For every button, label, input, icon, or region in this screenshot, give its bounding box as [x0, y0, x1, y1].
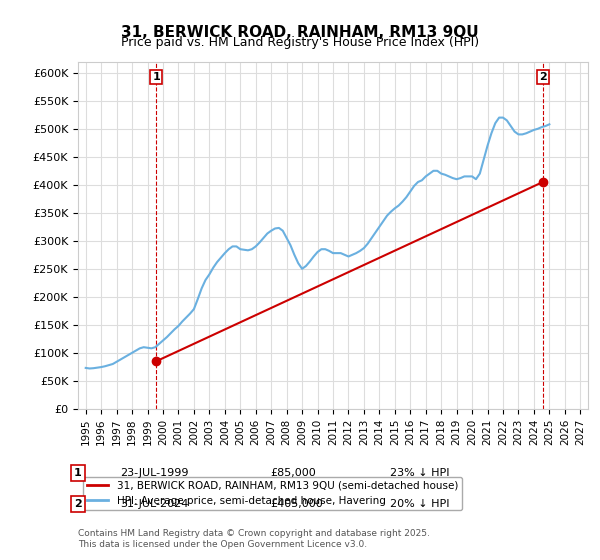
Text: 2: 2	[539, 72, 547, 82]
Text: Contains HM Land Registry data © Crown copyright and database right 2025.
This d: Contains HM Land Registry data © Crown c…	[78, 529, 430, 549]
Text: 23-JUL-1999: 23-JUL-1999	[120, 468, 188, 478]
Text: 1: 1	[152, 72, 160, 82]
Text: 2: 2	[74, 499, 82, 509]
Text: 20% ↓ HPI: 20% ↓ HPI	[390, 499, 449, 509]
Text: Price paid vs. HM Land Registry's House Price Index (HPI): Price paid vs. HM Land Registry's House …	[121, 36, 479, 49]
Text: 31-JUL-2024: 31-JUL-2024	[120, 499, 188, 509]
Text: £405,000: £405,000	[270, 499, 323, 509]
Text: 23% ↓ HPI: 23% ↓ HPI	[390, 468, 449, 478]
Legend: 31, BERWICK ROAD, RAINHAM, RM13 9QU (semi-detached house), HPI: Average price, s: 31, BERWICK ROAD, RAINHAM, RM13 9QU (sem…	[83, 477, 462, 510]
Text: £85,000: £85,000	[270, 468, 316, 478]
Text: 1: 1	[74, 468, 82, 478]
Text: 31, BERWICK ROAD, RAINHAM, RM13 9QU: 31, BERWICK ROAD, RAINHAM, RM13 9QU	[121, 25, 479, 40]
